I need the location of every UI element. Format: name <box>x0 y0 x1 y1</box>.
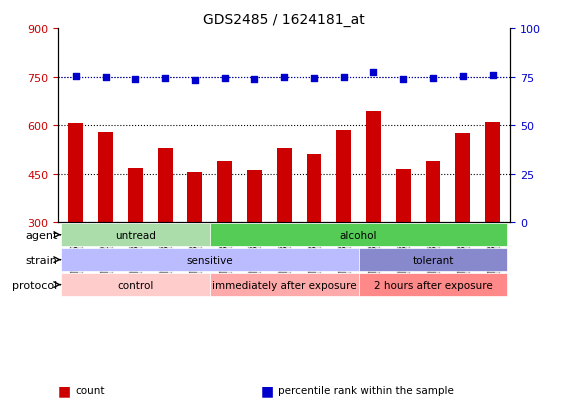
FancyBboxPatch shape <box>358 249 508 271</box>
Bar <box>485 123 500 223</box>
Bar <box>455 134 470 223</box>
Text: 2 hours after exposure: 2 hours after exposure <box>374 280 492 290</box>
Point <box>190 78 200 85</box>
Bar <box>98 133 113 223</box>
Text: ■: ■ <box>58 383 71 397</box>
Bar <box>426 161 440 223</box>
Text: alcohol: alcohol <box>340 230 378 240</box>
FancyBboxPatch shape <box>61 274 210 296</box>
Point <box>250 76 259 83</box>
Point <box>488 72 497 79</box>
Text: immediately after exposure: immediately after exposure <box>212 280 357 290</box>
Point <box>161 76 170 82</box>
Point <box>429 76 438 83</box>
Bar <box>306 155 321 223</box>
Text: protocol: protocol <box>12 280 57 290</box>
Point <box>71 73 81 80</box>
FancyBboxPatch shape <box>210 274 358 296</box>
Bar <box>68 124 84 223</box>
Point <box>369 69 378 76</box>
Point <box>101 75 110 82</box>
Point <box>130 77 140 83</box>
Point <box>398 77 408 83</box>
Bar <box>247 171 262 223</box>
Bar <box>128 169 143 223</box>
Bar <box>396 169 411 223</box>
FancyBboxPatch shape <box>358 274 508 296</box>
FancyBboxPatch shape <box>61 249 358 271</box>
Text: untread: untread <box>115 230 156 240</box>
Point <box>458 73 467 80</box>
Text: sensitive: sensitive <box>187 255 233 265</box>
Point <box>220 76 229 83</box>
Bar <box>218 161 232 223</box>
Bar <box>277 148 292 223</box>
Point <box>339 74 349 81</box>
Bar <box>158 148 173 223</box>
Bar <box>187 173 202 223</box>
Bar <box>336 131 351 223</box>
Bar <box>366 111 381 223</box>
Text: agent: agent <box>25 230 57 240</box>
Title: GDS2485 / 1624181_at: GDS2485 / 1624181_at <box>204 12 365 26</box>
FancyBboxPatch shape <box>61 224 210 246</box>
Text: strain: strain <box>26 255 57 265</box>
FancyBboxPatch shape <box>210 224 508 246</box>
Text: percentile rank within the sample: percentile rank within the sample <box>278 385 454 395</box>
Text: ■: ■ <box>261 383 274 397</box>
Text: control: control <box>117 280 154 290</box>
Text: count: count <box>75 385 105 395</box>
Point <box>309 76 318 82</box>
Point <box>280 75 289 82</box>
Text: tolerant: tolerant <box>412 255 454 265</box>
